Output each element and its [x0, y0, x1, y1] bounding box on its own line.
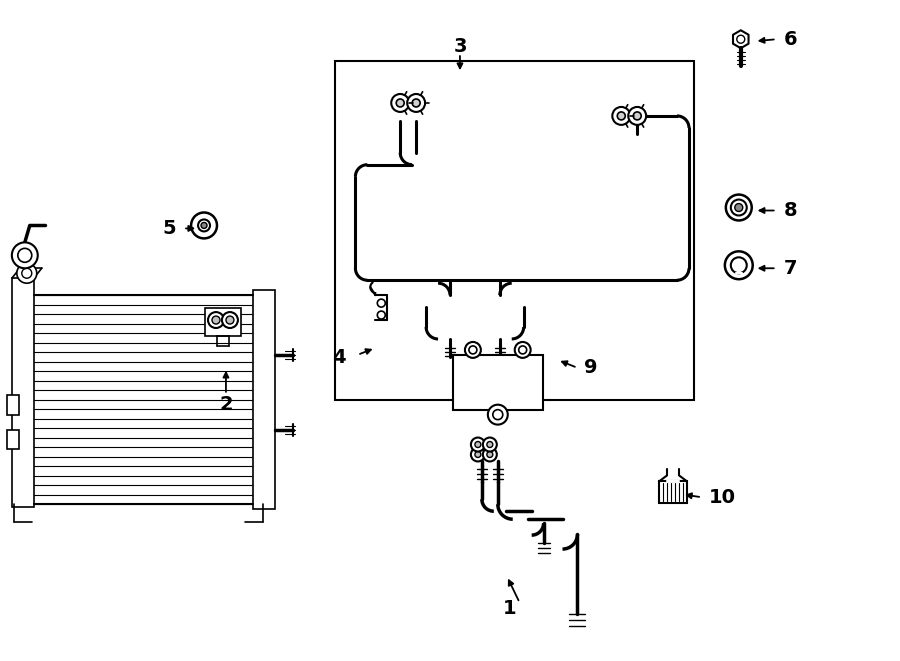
Circle shape [475, 451, 481, 457]
Circle shape [392, 94, 410, 112]
Bar [7, 430, 19, 449]
Text: 6: 6 [784, 30, 797, 49]
Circle shape [208, 312, 224, 328]
Circle shape [487, 451, 493, 457]
Circle shape [493, 410, 503, 420]
Circle shape [634, 112, 641, 120]
Circle shape [12, 243, 38, 268]
Circle shape [396, 99, 404, 107]
Circle shape [226, 316, 234, 324]
Bar [253, 290, 274, 509]
Bar [659, 481, 687, 503]
Circle shape [515, 342, 531, 358]
Text: 2: 2 [219, 395, 233, 414]
Circle shape [465, 342, 481, 358]
Circle shape [487, 442, 493, 447]
Circle shape [18, 249, 32, 262]
Circle shape [628, 107, 646, 125]
Text: 4: 4 [332, 348, 346, 368]
Bar [12, 278, 34, 507]
Circle shape [617, 112, 626, 120]
Text: 7: 7 [784, 258, 797, 278]
Circle shape [518, 346, 526, 354]
Circle shape [412, 99, 420, 107]
Circle shape [483, 447, 497, 461]
Text: 10: 10 [709, 488, 736, 507]
Text: 9: 9 [584, 358, 598, 377]
Circle shape [734, 204, 742, 212]
Circle shape [469, 346, 477, 354]
Circle shape [222, 312, 238, 328]
Circle shape [475, 442, 481, 447]
Circle shape [191, 212, 217, 239]
Circle shape [724, 251, 752, 279]
Circle shape [201, 223, 207, 229]
Circle shape [17, 263, 37, 283]
Circle shape [471, 438, 485, 451]
Bar [336, 61, 694, 400]
Circle shape [407, 94, 425, 112]
Circle shape [725, 194, 752, 221]
Circle shape [612, 107, 630, 125]
Bar [453, 355, 543, 410]
Bar [205, 308, 241, 336]
Circle shape [377, 311, 385, 319]
Circle shape [483, 438, 497, 451]
Circle shape [488, 405, 508, 424]
Circle shape [731, 200, 747, 215]
Circle shape [471, 447, 485, 461]
Circle shape [198, 219, 210, 231]
Circle shape [737, 35, 745, 43]
Text: 8: 8 [784, 201, 797, 220]
Circle shape [22, 268, 32, 278]
Text: 5: 5 [163, 219, 176, 238]
Text: 1: 1 [503, 600, 517, 618]
Bar [7, 395, 19, 414]
Circle shape [731, 257, 747, 273]
Circle shape [377, 299, 385, 307]
Text: 3: 3 [454, 37, 467, 56]
Circle shape [212, 316, 220, 324]
